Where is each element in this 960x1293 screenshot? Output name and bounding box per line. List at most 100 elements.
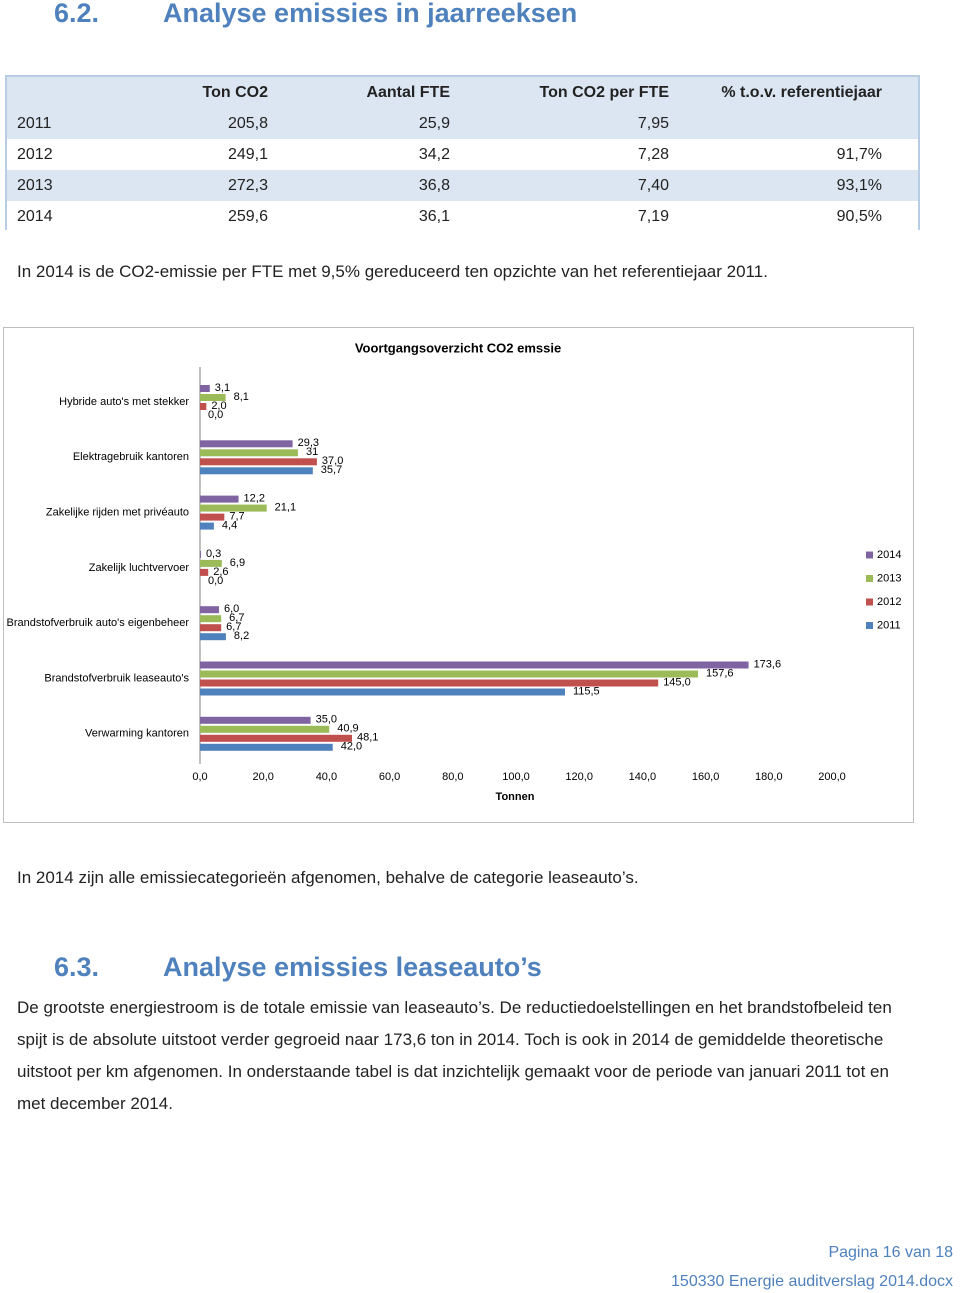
chart-border [3, 327, 914, 823]
x-tick-label: 200,0 [818, 771, 846, 783]
bar [200, 606, 219, 614]
y-tick-label: Hybride auto's met stekker [59, 396, 189, 408]
bar [200, 504, 267, 512]
data-label: 42,0 [341, 741, 362, 753]
data-label: 8,2 [234, 630, 249, 642]
data-label: 29,3 [298, 437, 319, 449]
table-cell: 93,1% [836, 177, 882, 194]
bar [200, 513, 225, 521]
x-tick-label: 180,0 [755, 771, 783, 783]
x-tick-label: 160,0 [692, 771, 720, 783]
bar [200, 550, 201, 558]
paragraph: In 2014 is de CO2-emissie per FTE met 9,… [17, 262, 768, 281]
table-cell: 90,5% [836, 208, 882, 225]
row-header: 2013 [17, 177, 53, 194]
table-cell: 36,8 [418, 177, 450, 194]
table-cell: 7,95 [637, 115, 669, 132]
bar [200, 495, 239, 503]
bar [200, 661, 749, 669]
table-cell: 7,28 [637, 146, 669, 163]
data-label: 31 [306, 446, 318, 458]
data-label: 173,6 [754, 658, 782, 670]
data-label: 0,0 [208, 409, 223, 421]
bar [200, 467, 313, 475]
bar [200, 559, 222, 567]
bar [200, 449, 298, 457]
y-tick-label: Brandstofverbruik leaseauto's [44, 672, 189, 684]
data-label: 40,9 [337, 723, 358, 735]
data-label: 35,7 [321, 464, 342, 476]
row-header: 2012 [17, 146, 53, 163]
table-cell: 7,40 [637, 177, 669, 194]
table-row: 2014 259,6 36,1 7,19 90,5% [7, 201, 918, 232]
bar [200, 385, 210, 392]
table-cell: 249,1 [227, 146, 268, 163]
bar [200, 403, 207, 410]
column-header: Ton CO2 [202, 84, 268, 101]
table-row: 2012 249,1 34,2 7,28 91,7% [7, 139, 918, 170]
legend-swatch [866, 551, 873, 559]
paragraph: In 2014 zijn alle emissiecategorieën afg… [17, 868, 639, 887]
legend-swatch [866, 622, 873, 629]
chart-title: Voortgangsoverzicht CO2 emssie [355, 340, 561, 355]
data-label: 8,1 [234, 391, 249, 403]
data-label: 6,0 [224, 603, 239, 615]
bar [200, 440, 293, 448]
bar [200, 522, 214, 530]
x-tick-label: 20,0 [252, 771, 273, 783]
data-label: 157,6 [706, 667, 734, 679]
x-tick-label: 120,0 [565, 771, 593, 783]
column-header: Aantal FTE [366, 84, 450, 101]
legend-swatch [866, 575, 873, 582]
x-tick-label: 140,0 [629, 771, 657, 783]
y-tick-label: Brandstofverbruik auto's eigenbeheer [7, 617, 190, 629]
table-cell: 205,8 [227, 115, 268, 132]
x-tick-label: 60,0 [379, 771, 400, 783]
x-tick-label: 0,0 [192, 771, 207, 783]
data-label: 0,3 [206, 548, 221, 560]
y-tick-label: Elektragebruik kantoren [73, 451, 189, 463]
bar [200, 670, 699, 678]
table-row: 2013 272,3 36,8 7,40 93,1% [7, 170, 918, 201]
bar [200, 568, 209, 576]
data-label: 3,1 [215, 382, 230, 394]
heading-title: Analyse emissies in jaarreeksen [163, 0, 578, 28]
data-label: 37,0 [322, 455, 343, 467]
data-label: 21,1 [275, 502, 296, 514]
section-title: Analyse emissies leaseauto’s [163, 952, 542, 982]
legend-label: 2013 [877, 572, 901, 584]
footer-page: Pagina 16 van 18 [828, 1244, 953, 1261]
bar [200, 633, 226, 641]
data-label: 6,7 [229, 612, 244, 624]
y-tick-label: Verwarming kantoren [85, 728, 189, 740]
table-cell: 36,1 [418, 208, 450, 225]
legend-label: 2014 [877, 549, 901, 561]
data-label: 6,9 [230, 557, 245, 569]
bar [200, 734, 352, 742]
heading-number: 6.2. [54, 0, 100, 28]
bar [200, 688, 565, 696]
table-row: 2011 205,8 25,9 7,95 [7, 108, 918, 139]
bar [200, 394, 226, 401]
data-label: 12,2 [244, 493, 265, 505]
table-header: Ton CO2 Aantal FTE Ton CO2 per FTE % t.o.v.… [7, 77, 918, 110]
data-label: 7,7 [229, 511, 244, 523]
legend-swatch [866, 598, 873, 606]
x-tick-label: 100,0 [502, 771, 530, 783]
data-label: 2,6 [213, 566, 228, 578]
bar [200, 725, 330, 733]
data-label: 0,0 [208, 575, 223, 587]
y-tick-label: Zakelijke rijden met privéauto [46, 507, 189, 519]
x-axis-label: Tonnen [496, 791, 535, 803]
section-text: De grootste energiestroom is de totale e… [17, 998, 892, 1113]
row-header: 2011 [17, 115, 52, 132]
data-label: 115,5 [573, 685, 600, 697]
bar [200, 716, 311, 724]
column-header: Ton CO2 per FTE [539, 84, 669, 101]
bar [200, 624, 222, 632]
chart: Voortgangsoverzicht CO2 emssie Tonnen 0,… [3, 327, 914, 823]
bar [200, 458, 317, 466]
table-cell: 7,19 [637, 208, 669, 225]
table-cell: 91,7% [836, 146, 882, 163]
